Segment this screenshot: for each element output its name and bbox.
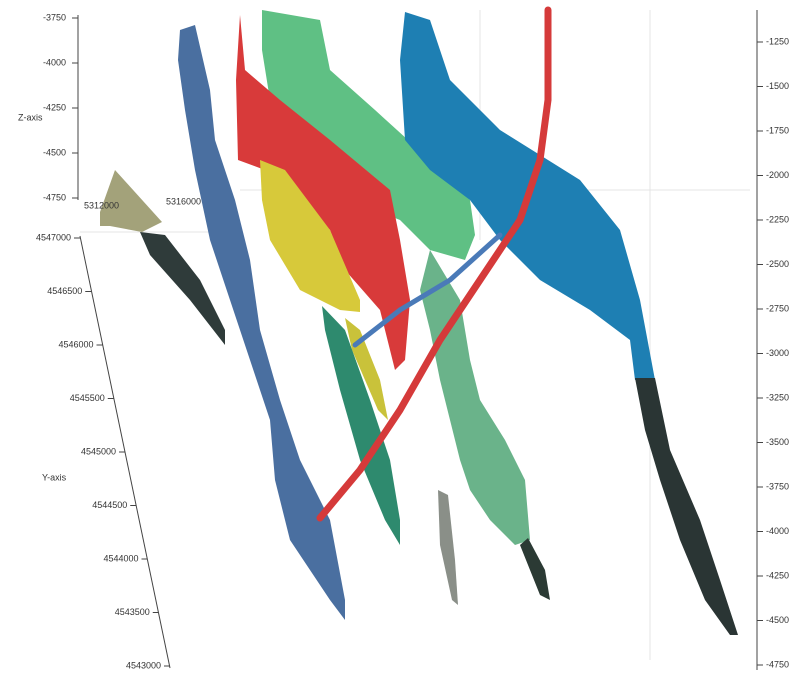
right-tick-label: -1750 bbox=[766, 125, 789, 135]
right-tick-label: -2750 bbox=[766, 303, 789, 313]
z-tick-label: -4000 bbox=[43, 57, 66, 67]
y-tick-label: 4546000 bbox=[58, 339, 93, 349]
right-tick-label: -2000 bbox=[766, 170, 789, 180]
z-axis-label: Z-axis bbox=[18, 112, 43, 122]
z-tick-label: -4250 bbox=[43, 102, 66, 112]
right-tick-label: -2250 bbox=[766, 214, 789, 224]
fault-surface bbox=[438, 490, 458, 605]
fault-surface bbox=[140, 232, 225, 345]
fault-surface bbox=[420, 250, 530, 545]
right-tick-label: -3750 bbox=[766, 481, 789, 491]
x-tick-label: 5316000 bbox=[166, 196, 201, 206]
z-tick-label: -4750 bbox=[43, 192, 66, 202]
right-tick-label: -3500 bbox=[766, 437, 789, 447]
right-tick-label: -4000 bbox=[766, 526, 789, 536]
y-tick-label: 4545500 bbox=[70, 393, 105, 403]
z-tick-label: -4500 bbox=[43, 147, 66, 157]
y-tick-label: 4544500 bbox=[92, 500, 127, 510]
right-tick-label: -4250 bbox=[766, 570, 789, 580]
3d-model-view: Z-axis Y-axis 5312000 5316000 -3750 -4000… bbox=[0, 0, 789, 677]
y-tick-label: 4547000 bbox=[36, 232, 71, 242]
y-tick-label: 4543500 bbox=[115, 607, 150, 617]
right-tick-label: -1250 bbox=[766, 36, 789, 46]
fault-surface bbox=[520, 538, 550, 600]
right-tick-label: -3250 bbox=[766, 392, 789, 402]
right-tick-label: -2500 bbox=[766, 259, 789, 269]
right-tick-label: -4750 bbox=[766, 659, 789, 669]
z-tick-label: -3750 bbox=[43, 12, 66, 22]
right-tick-label: -4500 bbox=[766, 615, 789, 625]
right-tick-label: -1500 bbox=[766, 81, 789, 91]
fault-surfaces bbox=[100, 10, 738, 635]
y-tick-label: 4545000 bbox=[81, 446, 116, 456]
y-tick-label: 4543000 bbox=[126, 660, 161, 670]
x-tick-label: 5312000 bbox=[84, 200, 119, 210]
y-axis-label: Y-axis bbox=[42, 472, 67, 482]
y-tick-label: 4546500 bbox=[47, 286, 82, 296]
y-tick-label: 4544000 bbox=[103, 553, 138, 563]
right-tick-label: -3000 bbox=[766, 348, 789, 358]
